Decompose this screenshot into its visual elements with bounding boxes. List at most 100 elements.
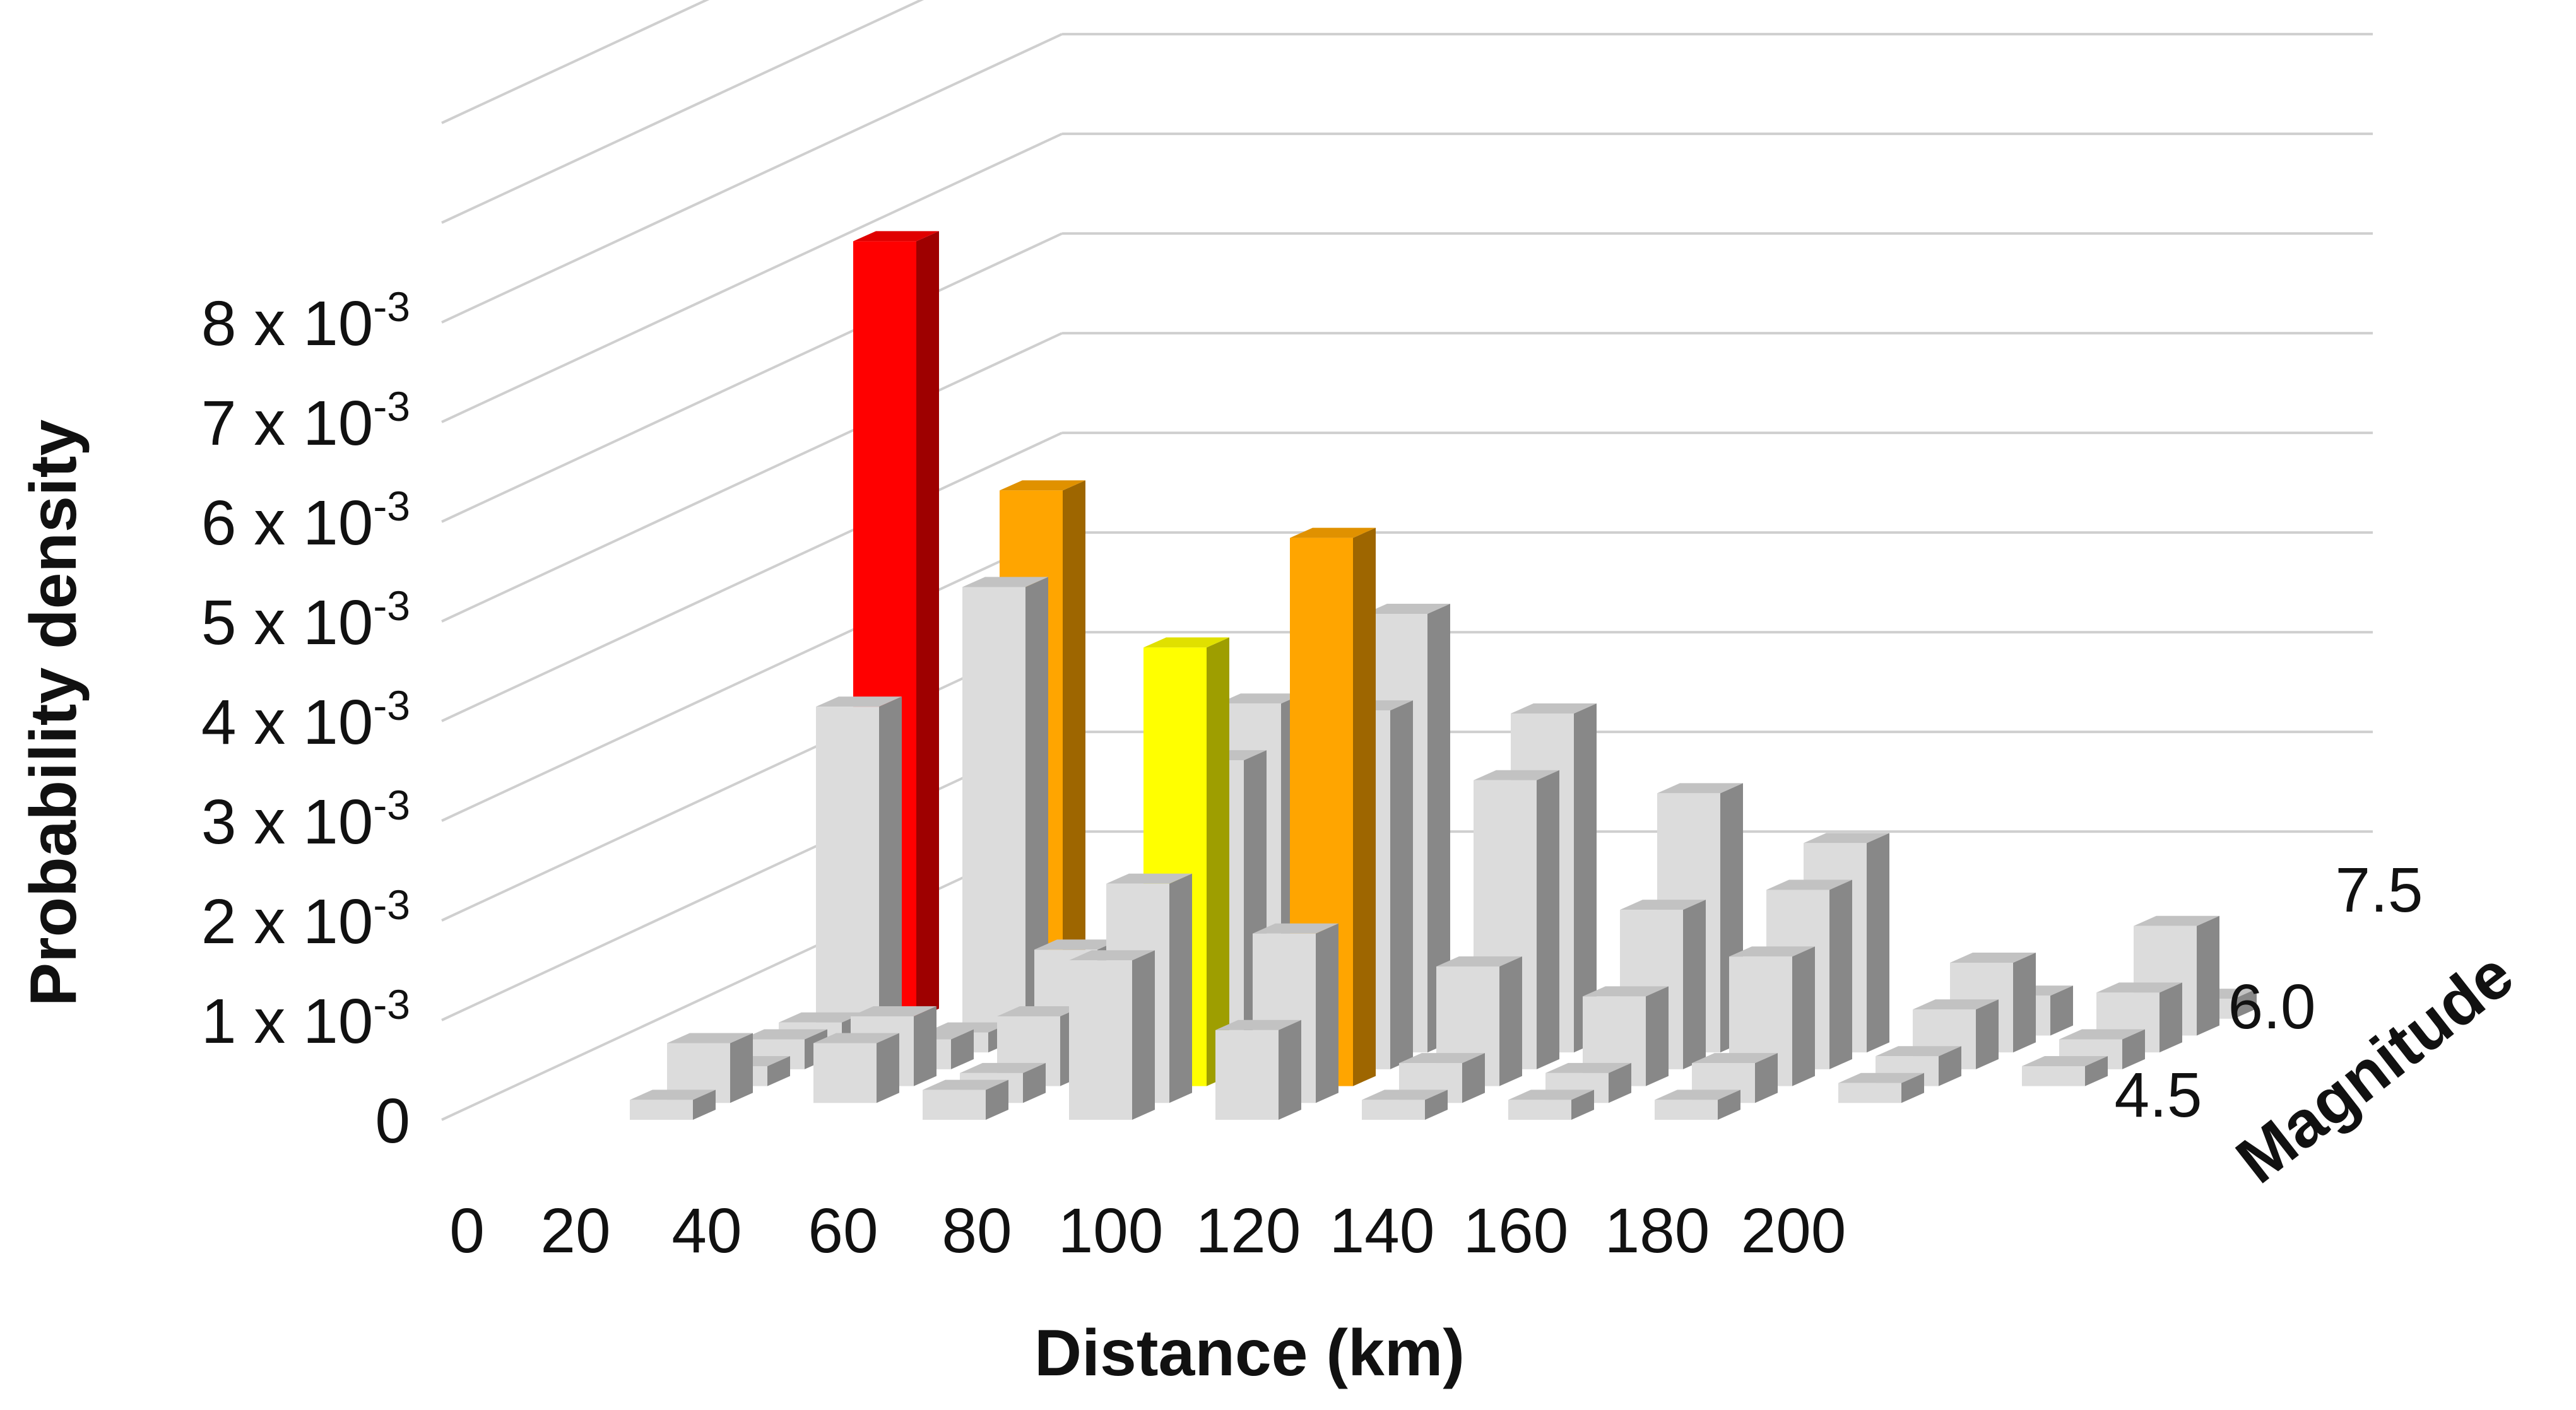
grid-diagonal-line [441,631,1063,922]
x-tick-label: 180 [1605,1196,1710,1266]
bar-top [813,1033,899,1043]
x-axis-title: Distance (km) [1034,1317,1465,1390]
bar-top [1253,923,1338,934]
bar-side [1939,1046,1961,1086]
y-tick-label: 0 [375,1086,410,1156]
bar-side [1901,1072,1924,1103]
bar-side [1427,604,1450,1053]
bar-top [1876,1046,1961,1057]
bar-front [2022,1066,2085,1086]
bar-top [1804,833,1889,843]
bar-top [1545,1062,1631,1073]
bar-side [1169,873,1192,1103]
x-tick-label: 100 [1058,1196,1164,1266]
bar [2022,1056,2108,1086]
bar-front [813,1043,877,1103]
bar [1838,1072,1924,1103]
bar-top [962,577,1048,587]
bar-side [2159,982,2182,1053]
bar-top [816,696,902,707]
bar-top [1508,1090,1594,1100]
bar-top [1290,527,1376,538]
bar-side [877,1033,899,1103]
y-tick-label: 1 x 10-3 [201,981,410,1057]
bar-top [1620,900,1706,910]
bar-top [1913,999,1999,1010]
bar-side [1792,946,1815,1086]
bar-side [730,1033,753,1103]
x-tick-label: 60 [808,1196,878,1266]
bar-top [960,1062,1046,1073]
bar-side [1646,986,1669,1086]
bar-side [1132,950,1155,1120]
bar-top [1583,986,1669,997]
grid-diagonal-line [441,531,1063,822]
z-tick-label: 6.0 [2228,972,2315,1042]
y-tick-labels: 0 1 x 10-3 2 x 10-3 3 x 10-3 4 x 10-3 5 x 10-… [201,283,410,1156]
bar-side [2122,1029,2145,1069]
bar-top [1655,1090,1740,1100]
bar [1583,986,1669,1086]
grid-diagonal-line [441,0,710,124]
bar-top [779,1012,865,1023]
bar-side [2234,989,2257,1019]
bar-side [2050,985,2073,1036]
bar-top [1069,950,1155,961]
grid-layer [441,0,2373,1121]
bar-top [923,1079,1008,1090]
bar-side [1353,527,1376,1086]
bar-top [1143,637,1229,648]
bar-top [1950,953,2036,963]
x-tick-labels: 0 20 40 60 80 100 120 140 160 180 200 [449,1196,1846,1266]
bar-side [1829,879,1852,1069]
bar [630,1090,716,1120]
bar-side [1279,1019,1301,1120]
bar [1508,1090,1594,1120]
grid-diagonal-line [441,830,1063,1121]
grid-diagonal-line [441,33,1063,324]
bar-top [1511,703,1597,714]
x-tick-label: 200 [1741,1196,1846,1266]
bar-side [1316,923,1338,1103]
bar-side [1499,956,1522,1086]
bar-top [2134,915,2219,926]
y-tick-label: 4 x 10-3 [201,682,410,758]
bar-top [853,231,939,242]
bar-front [923,1090,986,1120]
x-tick-label: 120 [1196,1196,1301,1266]
bar-front [1362,1100,1425,1120]
bar-side [1390,700,1413,1069]
bar-front [1215,1030,1279,1120]
grid-diagonal-line [441,0,925,224]
bar-side [1025,577,1048,1036]
bar-top [1729,946,1815,957]
bar-side [916,231,939,1019]
bar-side [1574,703,1597,1053]
bar-top [851,1006,936,1016]
bar-side [1207,637,1229,1086]
bar-top [1657,783,1743,794]
x-tick-label: 140 [1330,1196,1435,1266]
bar-top [997,1006,1083,1016]
y-tick-label: 6 x 10-3 [201,483,410,558]
z-tick-label: 4.5 [2114,1060,2202,1131]
bar-side [1425,1090,1448,1120]
bar [816,696,902,1036]
bar-top [1218,693,1304,704]
x-tick-label: 80 [942,1196,1012,1266]
bar-top [1364,604,1450,614]
bar-front [816,707,879,1036]
x-tick-label: 20 [540,1196,610,1266]
bar-top [1766,879,1852,890]
bar-front [1655,1100,1718,1120]
bar-top [2022,1056,2108,1066]
bar-top [1106,873,1192,884]
bars-layer [630,231,2257,1120]
bar-front [962,587,1025,1036]
bar [1399,1053,1485,1103]
bar-top [1034,939,1120,950]
y-tick-label: 3 x 10-3 [201,782,410,857]
bar-front [1069,960,1132,1120]
